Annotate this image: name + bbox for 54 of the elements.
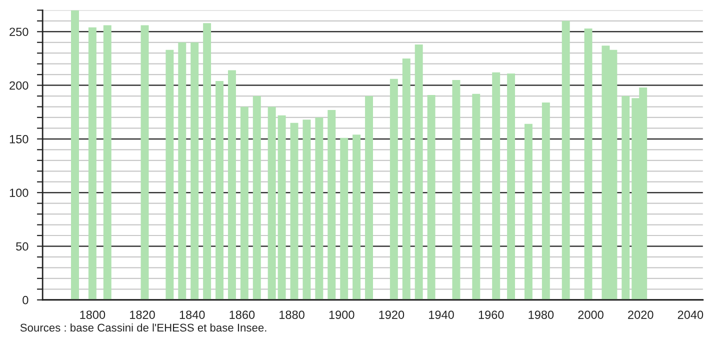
x-tick-label: 1820: [130, 310, 155, 319]
bar: [71, 10, 79, 300]
x-tick-label: 1940: [429, 310, 454, 319]
bar: [507, 74, 516, 300]
x-tick-label: 2000: [578, 310, 604, 319]
bar: [140, 25, 149, 300]
bar: [492, 72, 500, 300]
bar: [268, 106, 276, 300]
bar: [472, 94, 480, 300]
y-tick-label: 150: [10, 134, 28, 144]
bar: [352, 134, 361, 300]
bar: [414, 44, 423, 300]
x-tick-label: 1980: [528, 310, 554, 319]
y-tick-label: 200: [10, 81, 28, 90]
bar: [228, 70, 236, 300]
bar: [622, 96, 630, 300]
bar: [216, 81, 224, 300]
bar: [166, 50, 174, 300]
x-tick-label: 1800: [80, 310, 106, 319]
bar: [390, 78, 398, 300]
bar: [427, 94, 436, 300]
bar: [328, 110, 336, 300]
bar: [203, 23, 212, 300]
source-note: Sources : base Cassini de l'EHESS et base Insee.: [20, 323, 266, 332]
bar: [452, 80, 460, 300]
x-tick-label: 1920: [379, 310, 404, 319]
x-tick-label: 1900: [329, 310, 354, 319]
bar: [252, 96, 261, 300]
bar: [278, 115, 286, 300]
x-tick-label: 1840: [180, 310, 205, 319]
bar: [562, 20, 570, 300]
bar: [524, 124, 532, 300]
bar: [88, 27, 96, 300]
y-tick-label: 100: [10, 188, 28, 197]
y-tick-label: 0: [22, 296, 28, 304]
y-tick-label: 250: [10, 28, 28, 36]
bar: [584, 28, 592, 300]
x-tick-label: 1960: [478, 310, 504, 319]
bar: [365, 96, 373, 300]
x-tick-label: 1860: [230, 310, 255, 319]
x-tick-label: 2040: [678, 310, 704, 319]
bar: [302, 120, 311, 300]
x-tick-label: 1880: [280, 310, 304, 319]
bar: [240, 106, 248, 300]
bar: [315, 117, 324, 300]
bar: [103, 25, 112, 300]
bar: [542, 102, 550, 300]
y-tick-label: 50: [16, 242, 28, 251]
bar: [290, 122, 298, 300]
bar: [190, 42, 199, 300]
bar: [178, 42, 186, 300]
x-tick-label: 2020: [628, 310, 654, 319]
bar: [340, 138, 348, 300]
bar: [402, 58, 410, 300]
